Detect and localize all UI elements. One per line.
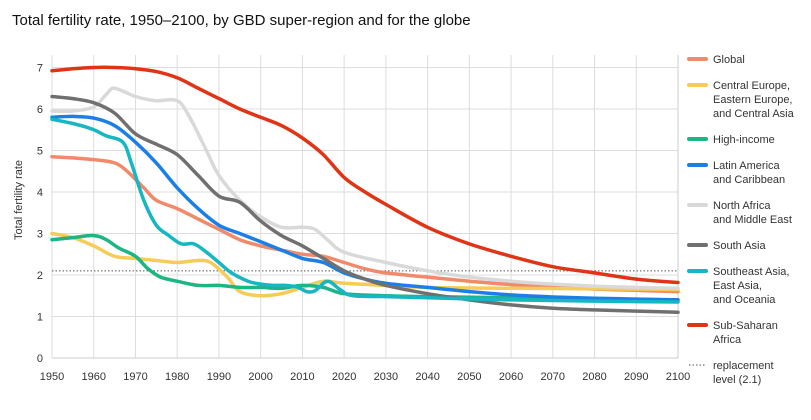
x-tick-label: 1990: [207, 371, 231, 383]
legend-label-south-asia: South Asia: [713, 240, 766, 252]
y-tick-label: 3: [37, 228, 43, 240]
series-line-latin-america-and-caribbean: [50, 114, 680, 302]
series-line-south-asia: [50, 94, 680, 315]
legend-label-central-europe-eastern-europe-and-central-asia: and Central Asia: [713, 108, 795, 120]
x-tick-label: 2030: [374, 371, 398, 383]
x-tick-label: 2100: [666, 371, 690, 383]
legend-label-replacement: replacement: [713, 360, 774, 372]
legend-label-southeast-asia-east-asia-and-oceania: Southeast Asia,: [713, 266, 789, 278]
y-tick-label: 6: [37, 104, 43, 116]
x-tick-label: 2050: [457, 371, 481, 383]
chart-title: Total fertility rate, 1950–2100, by GBD …: [12, 12, 471, 29]
y-tick-label: 0: [37, 353, 43, 365]
legend-label-southeast-asia-east-asia-and-oceania: East Asia,: [713, 280, 762, 292]
x-tick-label: 1970: [123, 371, 147, 383]
x-tick-label: 2040: [415, 371, 439, 383]
y-tick-labels: 0 1 2 3 4 5 6 7: [37, 62, 43, 365]
legend: Global Central Europe, Eastern Europe, and …: [687, 54, 795, 386]
y-tick-label: 7: [37, 62, 43, 74]
legend-label-sub-saharan-africa: Sub-Saharan: [713, 320, 778, 332]
x-tick-label: 2080: [582, 371, 606, 383]
series-lines: [50, 65, 680, 315]
legend-label-north-africa-and-middle-east: and Middle East: [713, 214, 792, 226]
series-line-southeast-asia-east-asia-and-oceania: [50, 117, 680, 304]
x-tick-label: 1960: [81, 371, 105, 383]
legend-label-replacement: level (2.1): [713, 374, 761, 386]
series-line-north-africa-and-middle-east: [50, 86, 680, 291]
series-line-sub-saharan-africa: [50, 65, 680, 285]
y-axis-label: Total fertility rate: [13, 160, 25, 240]
legend-label-global: Global: [713, 54, 745, 66]
x-tick-label: 2090: [624, 371, 648, 383]
x-tick-label: 1980: [165, 371, 189, 383]
legend-label-central-europe-eastern-europe-and-central-asia: Central Europe,: [713, 80, 790, 92]
gridlines: [51, 55, 679, 358]
x-tick-label: 1950: [40, 371, 64, 383]
legend-label-southeast-asia-east-asia-and-oceania: and Oceania: [713, 294, 776, 306]
legend-label-north-africa-and-middle-east: North Africa: [713, 200, 771, 212]
x-tick-label: 2020: [332, 371, 356, 383]
x-tick-label: 2000: [248, 371, 272, 383]
y-tick-label: 2: [37, 270, 43, 282]
legend-label-latin-america-and-caribbean: and Caribbean: [713, 174, 785, 186]
y-tick-label: 5: [37, 145, 43, 157]
x-tick-label: 2070: [541, 371, 565, 383]
y-tick-label: 1: [37, 311, 43, 323]
legend-label-central-europe-eastern-europe-and-central-asia: Eastern Europe,: [713, 94, 793, 106]
x-tick-label: 2010: [290, 371, 314, 383]
x-tick-labels: 1950 1960 1970 1980 1990 2000 2010 2020 2030 2040…: [40, 371, 690, 383]
legend-label-sub-saharan-africa: Africa: [713, 334, 742, 346]
y-tick-label: 4: [37, 187, 43, 199]
legend-label-latin-america-and-caribbean: Latin America: [713, 160, 781, 172]
legend-label-high-income: High-income: [713, 134, 775, 146]
x-tick-label: 2060: [499, 371, 523, 383]
